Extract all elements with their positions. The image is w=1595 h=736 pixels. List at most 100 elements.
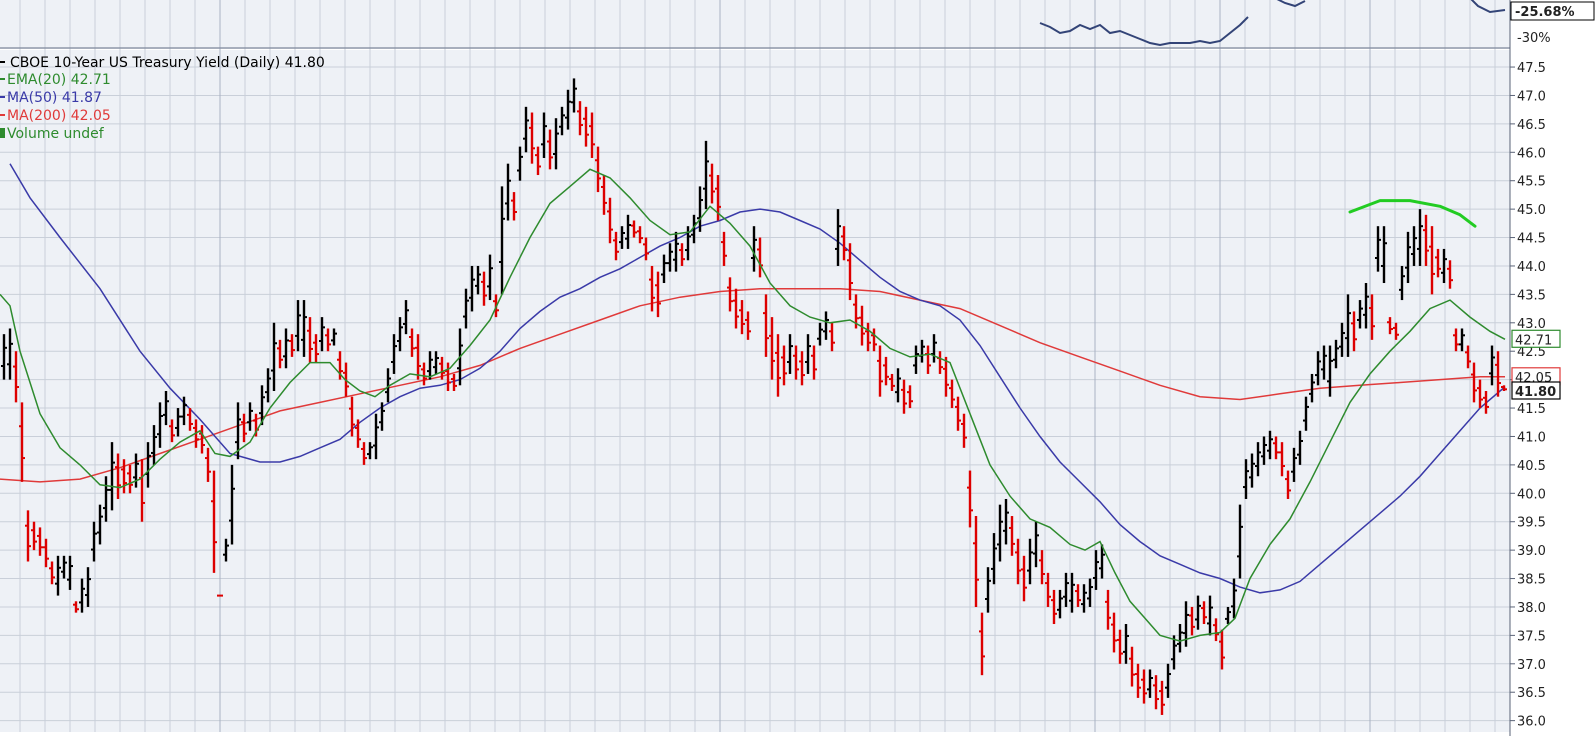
price-bar: [157, 402, 163, 448]
y-tick-label: 43.5: [1517, 288, 1546, 303]
legend-item: Volume undef: [0, 126, 105, 142]
price-bar: [427, 351, 433, 380]
price-bar: [703, 140, 709, 210]
price-bar: [181, 396, 187, 426]
price-bar: [103, 476, 109, 522]
price-bar: [7, 328, 13, 380]
price-bar: [1303, 396, 1309, 431]
top-panel-line-mid: [1276, 0, 1306, 8]
y-tick-label: 47.0: [1517, 89, 1546, 104]
price-bar: [295, 300, 301, 352]
price-bar: [1369, 294, 1375, 340]
price-bar: [799, 351, 805, 386]
price-bar: [475, 265, 481, 295]
price-bar: [997, 504, 1003, 562]
top-panel-line-end: [1470, 0, 1506, 14]
price-bar: [229, 464, 235, 545]
price-bar: [25, 510, 31, 562]
price-bar: [1045, 572, 1051, 607]
price-bar: [1489, 345, 1495, 386]
value-label-box: [1511, 381, 1561, 400]
price-bar: [679, 243, 685, 266]
price-bar: [541, 112, 547, 158]
price-bar: [865, 322, 871, 352]
price-bar: [187, 408, 193, 431]
price-bar: [1171, 635, 1177, 670]
price-bar: [175, 408, 181, 437]
price-bar: [169, 419, 175, 443]
price-bar: [1021, 555, 1027, 602]
price-bar: [901, 379, 907, 414]
price-bar: [13, 351, 19, 403]
price-bar: [1477, 379, 1483, 409]
price-bar: [1405, 231, 1411, 284]
price-bar: [979, 612, 985, 676]
price-bar: [661, 254, 667, 284]
price-bar: [1009, 516, 1015, 556]
price-bar: [1273, 436, 1279, 460]
price-bar: [505, 163, 511, 221]
price-bar: [535, 146, 541, 176]
price-bar: [1219, 629, 1225, 670]
price-bar: [1495, 351, 1501, 397]
price-bars-layer: [1, 78, 1507, 715]
price-bar: [301, 300, 307, 357]
price-bar: [115, 453, 121, 499]
price-bar: [1237, 504, 1243, 579]
y-tick-label: 46.5: [1517, 118, 1546, 133]
price-bar: [211, 470, 217, 573]
price-bar: [1141, 669, 1147, 704]
price-bar: [781, 345, 787, 386]
price-bar: [313, 334, 319, 363]
price-bar: [589, 112, 595, 158]
price-bar: [319, 317, 325, 352]
price-bar: [655, 271, 661, 318]
y-tick-label: 40.0: [1517, 487, 1546, 502]
price-bar: [277, 339, 283, 369]
price-bar: [1117, 629, 1123, 664]
price-bar: [439, 356, 445, 380]
price-bar: [595, 146, 601, 193]
y-tick-label: 44.5: [1517, 232, 1546, 247]
price-bar: [487, 254, 493, 301]
price-bar: [289, 334, 295, 357]
price-bar: [433, 351, 439, 374]
price-bar: [991, 533, 997, 585]
price-bar: [565, 89, 571, 130]
price-bar: [1243, 459, 1249, 499]
price-bar: [391, 334, 397, 374]
value-label: 41.80: [1511, 381, 1561, 400]
price-bar: [1309, 373, 1315, 403]
y-tick-label: 41.0: [1517, 430, 1546, 445]
ma50-layer: [9, 163, 1506, 594]
price-bar: [1327, 345, 1333, 397]
price-bar: [727, 277, 733, 312]
price-bar: [1147, 669, 1153, 698]
price-bar: [1447, 260, 1453, 289]
price-bar: [1111, 612, 1117, 653]
y-tick-label: 45.5: [1517, 175, 1546, 190]
price-bar: [619, 226, 625, 249]
price-bar: [883, 356, 889, 386]
price-bar: [367, 442, 373, 460]
legend-item: MA(50) 41.87: [0, 90, 102, 106]
y-tick-label: 37.0: [1517, 658, 1546, 673]
y-tick-label: 41.5: [1517, 402, 1546, 417]
price-bar: [1333, 339, 1339, 369]
price-bar: [523, 106, 529, 153]
price-bar: [835, 209, 841, 266]
price-bar: [967, 470, 973, 528]
price-bar: [1429, 226, 1435, 295]
price-bar: [859, 305, 865, 346]
price-bar: [1231, 578, 1237, 619]
price-bar: [1279, 442, 1285, 477]
price-bar: [1195, 595, 1201, 630]
price-bar: [61, 555, 67, 579]
price-bar: [1387, 317, 1393, 335]
top-panel-tick: -30%: [1517, 31, 1551, 46]
price-bar: [1057, 589, 1063, 619]
price-bar: [1027, 538, 1033, 585]
price-bar: [907, 385, 913, 409]
